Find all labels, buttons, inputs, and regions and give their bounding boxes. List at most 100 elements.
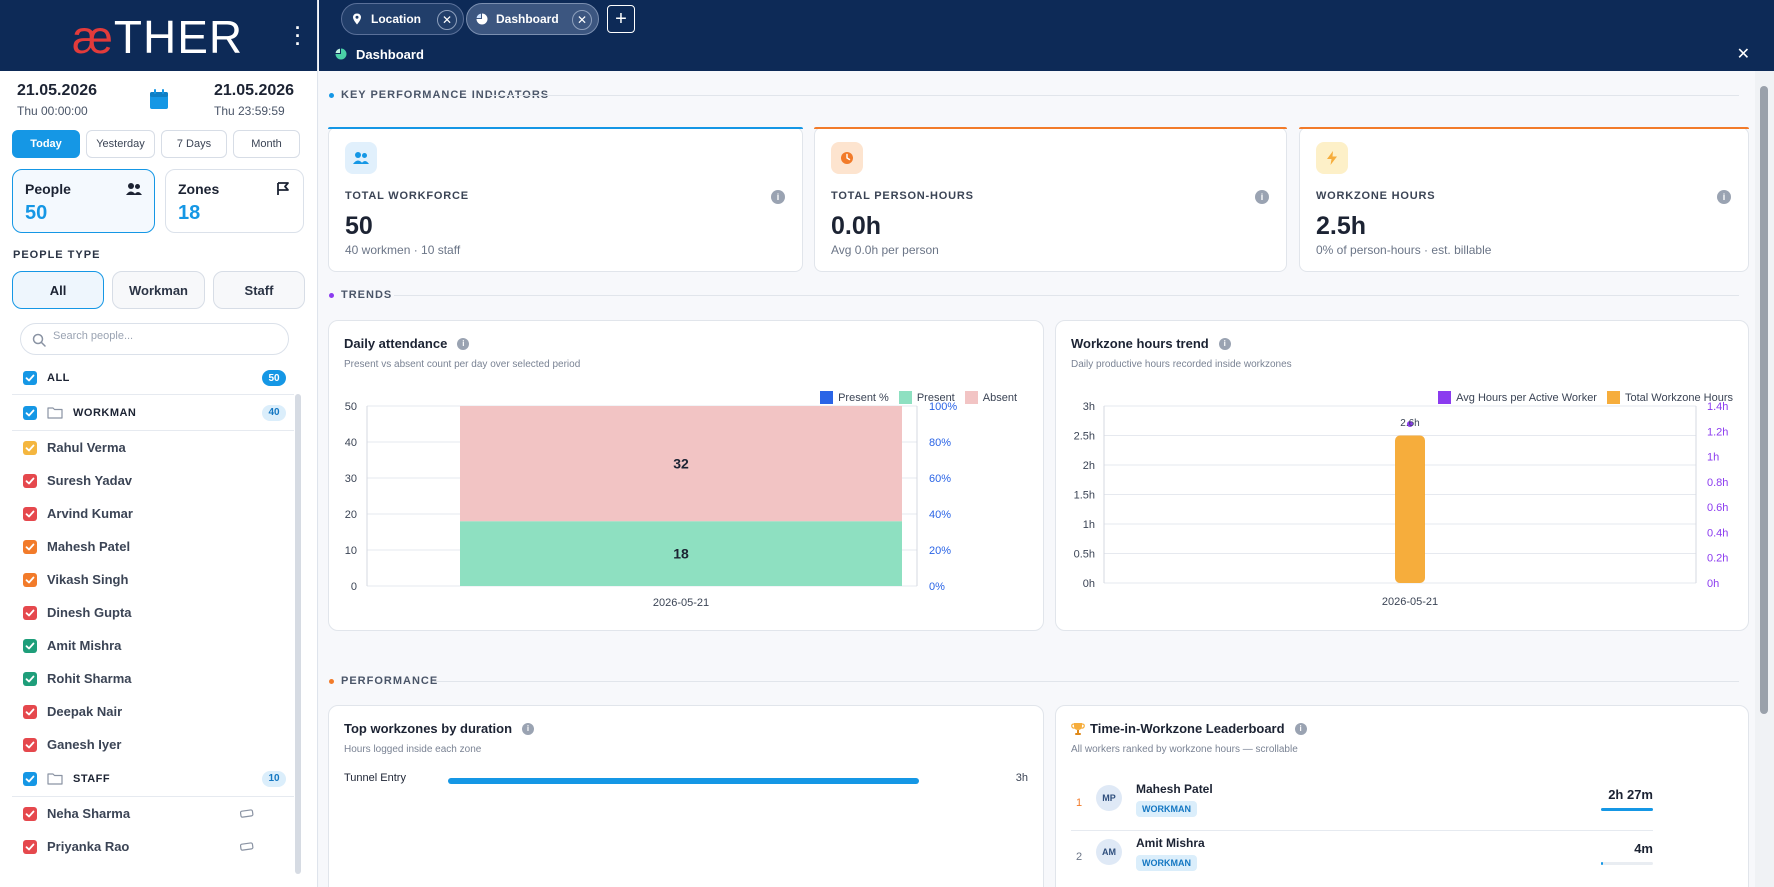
list-item-all[interactable]: ALL 50 (12, 362, 294, 395)
legend-label: Total Workzone Hours (1624, 391, 1733, 404)
legend-label: Present % (838, 391, 889, 404)
list-item[interactable]: Deepak Nair (12, 695, 294, 728)
data-label: 32 (673, 456, 689, 472)
date-from[interactable]: 21.05.2026 Thu 00:00:00 (17, 82, 97, 118)
leaderboard-panel: Time-in-Workzone Leaderboard i All worker… (1055, 705, 1749, 887)
leaderboard-row[interactable]: 1 MP Mahesh Patel WORKMAN 2h 27m (1071, 777, 1653, 831)
checkbox[interactable] (23, 771, 37, 786)
more-options-icon[interactable]: · · · (295, 18, 301, 54)
person-name: Deepak Nair (47, 704, 123, 719)
list-item[interactable]: Vikash Singh (12, 563, 294, 596)
checkbox[interactable] (23, 371, 37, 385)
sidebar-scrollbar[interactable] (295, 394, 301, 874)
info-icon[interactable]: i (1717, 190, 1731, 204)
worker-name: Mahesh Patel (1136, 782, 1213, 796)
checkbox[interactable] (23, 605, 37, 620)
kpi-subtext: 0% of person-hours · est. billable (1316, 243, 1492, 257)
group-label: ALL (47, 372, 70, 384)
y-tick-label: 30 (345, 473, 357, 485)
person-name: Priyanka Rao (47, 839, 130, 854)
zone-duration-fill (448, 778, 919, 784)
users-icon (126, 183, 142, 195)
y-tick-label: 1h (1083, 519, 1095, 531)
info-icon[interactable]: i (457, 337, 470, 350)
zones-stat-value: 18 (178, 202, 201, 224)
date-to[interactable]: 21.05.2026 Thu 23:59:59 (214, 82, 294, 118)
divider (394, 295, 1739, 296)
people-type-workman-button[interactable]: Workman (112, 271, 205, 309)
checkbox[interactable] (23, 839, 37, 854)
checkbox[interactable] (23, 440, 37, 455)
checkbox[interactable] (23, 539, 37, 554)
info-icon[interactable]: i (1218, 337, 1231, 350)
legend-swatch (1438, 391, 1452, 404)
list-item[interactable]: Priyanka Rao (12, 830, 294, 863)
group-row-workman[interactable]: WORKMAN 40 (12, 395, 294, 431)
y2-tick-label: 0h (1707, 578, 1719, 590)
checkbox[interactable] (23, 638, 37, 653)
tab-location[interactable]: Location ✕ (341, 3, 464, 35)
legend-swatch (964, 391, 978, 404)
checkbox[interactable] (23, 671, 37, 686)
leaderboard-row[interactable]: 2 AM Amit Mishra WORKMAN 4m (1071, 831, 1653, 885)
calendar-icon[interactable] (149, 89, 169, 110)
zones-stat-card[interactable]: Zones 18 (165, 169, 304, 233)
divider (434, 681, 1739, 682)
people-type-all-button[interactable]: All (12, 271, 104, 309)
checkbox[interactable] (23, 737, 37, 752)
list-item[interactable]: Rohit Sharma (12, 662, 294, 695)
people-type-staff-button[interactable]: Staff (213, 271, 305, 309)
y2-tick-label: 60% (929, 473, 951, 485)
group-row-staff[interactable]: STAFF 10 (12, 761, 294, 797)
preset-month-button[interactable]: Month (233, 130, 300, 158)
info-icon[interactable]: i (771, 190, 785, 204)
checkbox[interactable] (23, 806, 37, 821)
legend-label: Present (916, 391, 955, 404)
tab-location-label: Location (371, 12, 421, 26)
search-box (20, 323, 289, 355)
trophy-icon (1071, 723, 1085, 735)
pie-chart-icon (476, 13, 488, 25)
daily-attendance-panel: Daily attendance i Present vs absent coun… (328, 320, 1044, 631)
checkbox[interactable] (23, 473, 37, 488)
preset-yesterday-button[interactable]: Yesterday (86, 130, 155, 158)
kpi-subtext: Avg 0.0h per person (831, 243, 939, 257)
list-item[interactable]: Suresh Yadav (12, 464, 294, 497)
checkbox[interactable] (23, 405, 37, 420)
list-item[interactable]: Ganesh Iyer (12, 728, 294, 761)
y-tick-label: 2h (1083, 460, 1095, 472)
checkbox[interactable] (23, 506, 37, 521)
section-performance-label: PERFORMANCE (329, 675, 438, 687)
checkbox[interactable] (23, 572, 37, 587)
duration-bar (1601, 862, 1653, 865)
add-tab-button[interactable]: + (607, 5, 635, 33)
info-icon[interactable]: i (1294, 722, 1307, 735)
preset-7days-button[interactable]: 7 Days (161, 130, 227, 158)
list-item[interactable]: Arvind Kumar (12, 497, 294, 530)
point-avg-hours (1407, 420, 1413, 427)
legend-label: Avg Hours per Active Worker (1456, 391, 1597, 404)
close-panel-icon[interactable]: ✕ (1736, 46, 1750, 63)
chart-legend: Avg Hours per Active Worker Total Workzo… (1428, 391, 1733, 404)
worker-name: Amit Mishra (1136, 836, 1205, 850)
y-tick-label: 3h (1083, 401, 1095, 413)
preset-today-button[interactable]: Today (12, 130, 80, 158)
legend-swatch (1606, 391, 1620, 404)
list-item[interactable]: Mahesh Patel (12, 530, 294, 563)
tab-dashboard[interactable]: Dashboard ✕ (466, 3, 599, 35)
info-icon[interactable]: i (1255, 190, 1269, 204)
users-icon (345, 142, 377, 174)
list-item[interactable]: Dinesh Gupta (12, 596, 294, 629)
info-icon[interactable]: i (522, 722, 535, 735)
checkbox[interactable] (23, 704, 37, 719)
y2-tick-label: 0.6h (1707, 502, 1728, 514)
list-item[interactable]: Rahul Verma (12, 431, 294, 464)
main-scrollbar-thumb[interactable] (1760, 86, 1768, 714)
close-icon[interactable]: ✕ (437, 10, 457, 30)
people-stat-card[interactable]: People 50 (12, 169, 155, 233)
list-item[interactable]: Neha Sharma (12, 797, 294, 830)
divider (489, 95, 1739, 96)
close-icon[interactable]: ✕ (572, 10, 592, 30)
list-item[interactable]: Amit Mishra (12, 629, 294, 662)
search-input[interactable] (53, 330, 273, 342)
